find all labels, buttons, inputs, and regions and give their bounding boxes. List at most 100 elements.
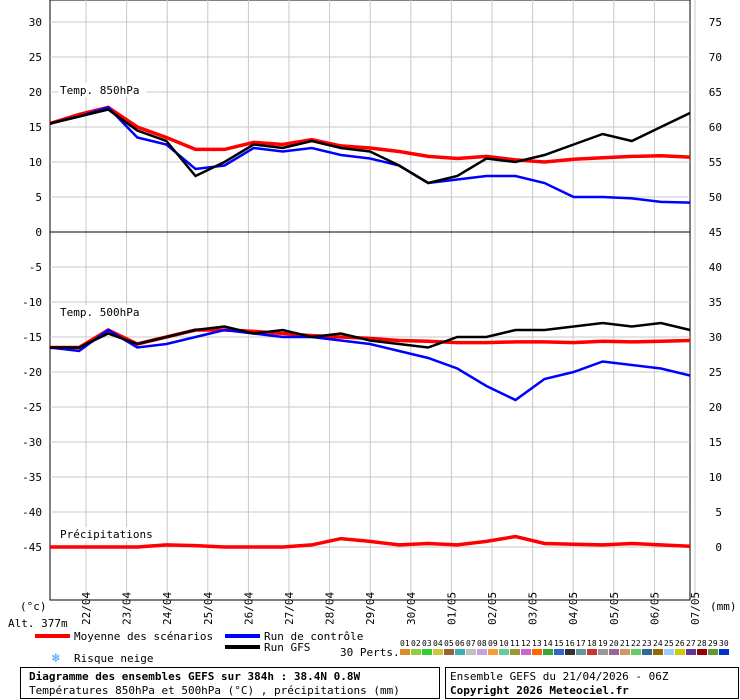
pert-swatch xyxy=(664,649,674,655)
pert-number: 07 xyxy=(466,639,476,648)
pert-number: 20 xyxy=(609,639,619,648)
date-tick-label: 26/04 xyxy=(242,592,255,625)
altitude-label: Alt. 377m xyxy=(8,617,68,630)
pert-number: 16 xyxy=(565,639,575,648)
right-tick-label: 50 xyxy=(709,191,722,204)
pert-number: 08 xyxy=(477,639,487,648)
pert-number: 24 xyxy=(653,639,663,648)
date-tick-label: 02/05 xyxy=(486,592,499,625)
legend-snow-label: Risque neige xyxy=(74,652,153,665)
pert-number: 13 xyxy=(532,639,542,648)
date-tick-label: 04/05 xyxy=(567,592,580,625)
left-tick-label: -25 xyxy=(22,401,42,414)
perturbation-legend: 01 02 03 04 05 06 07 08 09 10 11 12 13 14 15 16 17 18 19 20… xyxy=(400,639,729,655)
pert-number: 02 xyxy=(411,639,421,648)
left-unit: (°c) xyxy=(20,600,47,613)
pert-swatch xyxy=(433,649,443,655)
pert-number: 25 xyxy=(664,639,674,648)
left-tick-label: -30 xyxy=(22,436,42,449)
right-tick-label: 70 xyxy=(709,51,722,64)
date-tick-label: 24/04 xyxy=(161,592,174,625)
axis-ticks: 302520151050-5-10-15-20-25-30-35-40-4575… xyxy=(22,16,722,554)
pert-swatch xyxy=(708,649,718,655)
pert-number: 06 xyxy=(455,639,465,648)
right-unit: (mm) xyxy=(710,600,737,613)
pert-swatch xyxy=(411,649,421,655)
pert-number: 30 xyxy=(719,639,729,648)
pert-number: 19 xyxy=(598,639,608,648)
pert-number: 17 xyxy=(576,639,586,648)
series-line xyxy=(49,105,691,164)
left-tick-label: -40 xyxy=(22,506,42,519)
pert-swatch xyxy=(609,649,619,655)
series-line xyxy=(50,534,691,549)
pert-swatch xyxy=(631,649,641,655)
pert-swatch xyxy=(642,649,652,655)
pert-number: 15 xyxy=(554,639,564,648)
right-tick-label: 65 xyxy=(709,86,722,99)
date-tick-label: 28/04 xyxy=(324,592,337,625)
pert-swatch xyxy=(466,649,476,655)
pert-swatch xyxy=(543,649,553,655)
left-tick-label: 5 xyxy=(35,191,42,204)
pert-number: 23 xyxy=(642,639,652,648)
pert-swatch xyxy=(499,649,509,655)
right-tick-label: 40 xyxy=(709,261,722,274)
date-tick-label: 25/04 xyxy=(202,592,215,625)
left-tick-label: 0 xyxy=(35,226,42,239)
pert-number: 10 xyxy=(499,639,509,648)
pert-number: 28 xyxy=(697,639,707,648)
left-tick-label: 20 xyxy=(29,86,42,99)
right-tick-label: 0 xyxy=(715,541,722,554)
pert-number: 14 xyxy=(543,639,553,648)
pert-swatch xyxy=(521,649,531,655)
pert-number: 03 xyxy=(422,639,432,648)
right-tick-label: 25 xyxy=(709,366,722,379)
pert-number: 21 xyxy=(620,639,630,648)
date-tick-label: 23/04 xyxy=(121,592,134,625)
snowflake-icon: ❄ xyxy=(51,651,60,666)
left-tick-label: 25 xyxy=(29,51,42,64)
footer-title: Diagramme des ensembles GEFS sur 384h : … xyxy=(29,670,361,683)
pert-swatch xyxy=(587,649,597,655)
pert-number: 05 xyxy=(444,639,454,648)
pert-swatch xyxy=(422,649,432,655)
pert-swatch xyxy=(620,649,630,655)
footer-ensemble: Ensemble GEFS du 21/04/2026 - 06Z xyxy=(450,670,669,683)
left-tick-label: 30 xyxy=(29,16,42,29)
left-tick-label: -15 xyxy=(22,331,42,344)
legend-gfs-label: Run GFS xyxy=(264,641,310,654)
pert-swatch xyxy=(576,649,586,655)
left-tick-label: -20 xyxy=(22,366,42,379)
panel-label-bg xyxy=(58,83,146,97)
panel-label-bg xyxy=(58,527,160,541)
left-tick-label: -45 xyxy=(22,541,42,554)
pert-number: 09 xyxy=(488,639,498,648)
footer-source-box: Ensemble GEFS du 21/04/2026 - 06Z Copyri… xyxy=(445,667,739,699)
panel-label: Temp. 500hPa xyxy=(60,306,139,319)
legend-mean-label: Moyenne des scénarios xyxy=(74,630,213,643)
footer-subtitle: Températures 850hPa et 500hPa (°C) , pré… xyxy=(29,684,400,697)
right-tick-label: 5 xyxy=(715,506,722,519)
date-tick-label: 27/04 xyxy=(283,592,296,625)
right-tick-label: 15 xyxy=(709,436,722,449)
pert-number: 27 xyxy=(686,639,696,648)
panel-label: Précipitations xyxy=(60,528,153,541)
pert-swatch xyxy=(455,649,465,655)
pert-number: 22 xyxy=(631,639,641,648)
date-tick-label: 06/05 xyxy=(648,592,661,625)
pert-swatch xyxy=(444,649,454,655)
pert-swatch xyxy=(565,649,575,655)
pert-number: 11 xyxy=(510,639,520,648)
right-tick-label: 60 xyxy=(709,121,722,134)
pert-swatch xyxy=(400,649,410,655)
right-tick-label: 20 xyxy=(709,401,722,414)
pert-swatch xyxy=(510,649,520,655)
left-tick-label: -10 xyxy=(22,296,42,309)
pert-number: 12 xyxy=(521,639,531,648)
pert-swatch xyxy=(697,649,707,655)
footer-copyright: Copyright 2026 Meteociel.fr xyxy=(450,684,629,697)
left-tick-label: 10 xyxy=(29,156,42,169)
date-tick-label: 30/04 xyxy=(405,592,418,625)
